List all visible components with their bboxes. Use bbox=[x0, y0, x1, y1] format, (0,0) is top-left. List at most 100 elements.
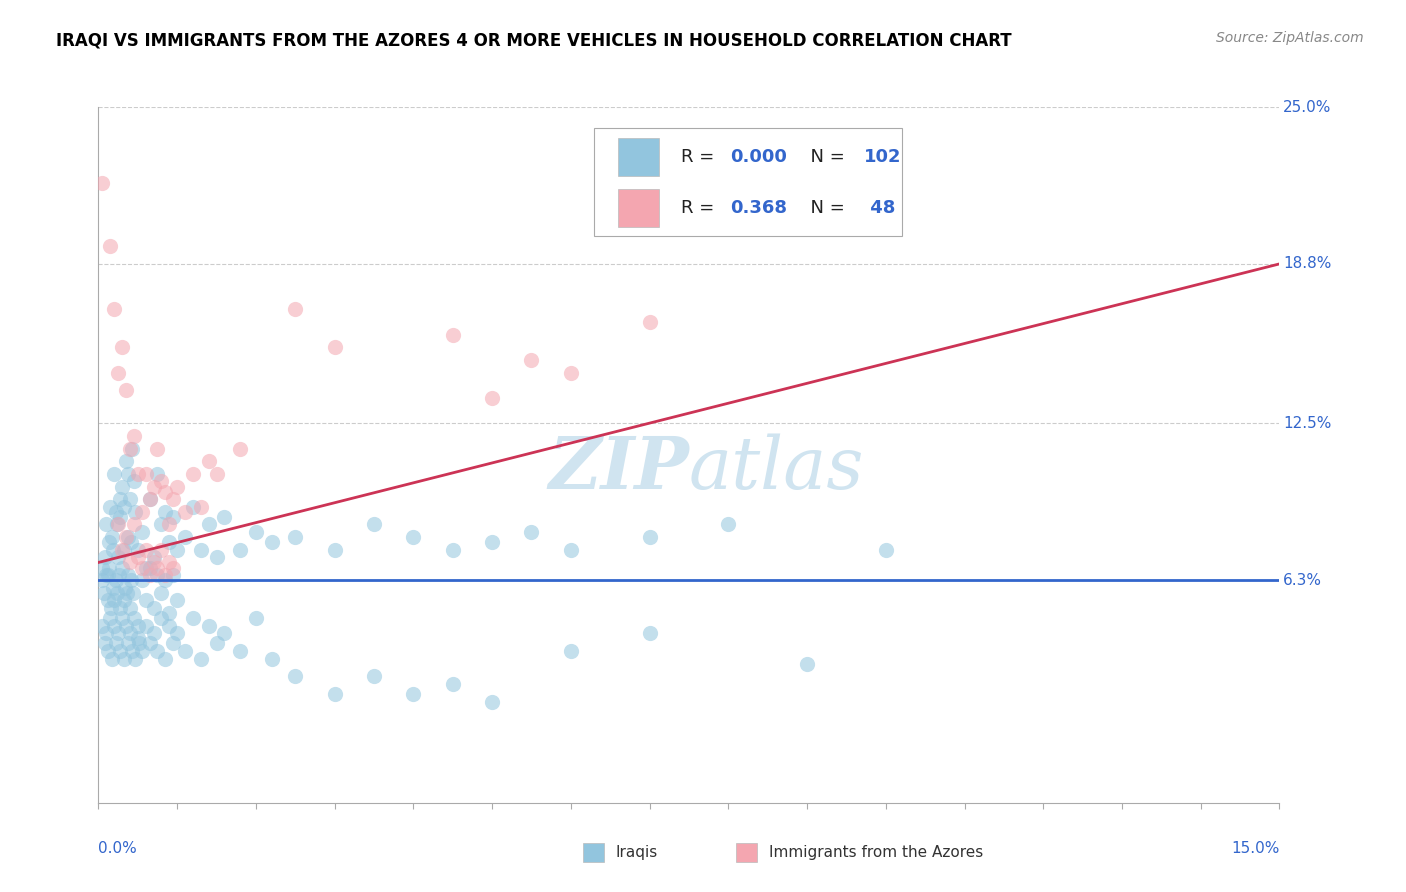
Point bbox=[441, 542, 464, 557]
Point bbox=[284, 302, 307, 317]
Point bbox=[142, 479, 165, 493]
Point bbox=[323, 687, 346, 701]
Point bbox=[150, 517, 173, 532]
Point bbox=[98, 239, 121, 253]
Point bbox=[115, 586, 138, 600]
Point bbox=[97, 593, 120, 607]
Point bbox=[181, 500, 204, 514]
Point bbox=[150, 542, 173, 557]
Point bbox=[104, 573, 127, 587]
Point bbox=[717, 517, 740, 532]
Point bbox=[111, 611, 134, 625]
Point bbox=[110, 509, 132, 524]
Point bbox=[93, 636, 115, 650]
Point bbox=[124, 505, 146, 519]
Point bbox=[520, 525, 543, 540]
Point bbox=[118, 556, 141, 570]
Point bbox=[107, 550, 129, 565]
Point bbox=[520, 353, 543, 368]
Point bbox=[181, 467, 204, 481]
Text: 0.0%: 0.0% bbox=[98, 841, 138, 856]
Point bbox=[481, 535, 503, 549]
Point bbox=[174, 530, 197, 544]
Text: 48: 48 bbox=[863, 199, 896, 217]
Point bbox=[875, 542, 897, 557]
Point bbox=[127, 632, 149, 646]
Point bbox=[245, 525, 267, 540]
Bar bbox=[619, 138, 659, 177]
Point bbox=[260, 651, 283, 665]
Point bbox=[197, 618, 219, 632]
Text: 0.000: 0.000 bbox=[730, 148, 787, 166]
Point bbox=[101, 651, 124, 665]
Point bbox=[122, 517, 145, 532]
Point bbox=[835, 176, 858, 190]
Point bbox=[796, 657, 818, 671]
Point bbox=[91, 560, 114, 574]
Point bbox=[138, 560, 160, 574]
Point bbox=[112, 593, 135, 607]
Point bbox=[190, 542, 212, 557]
Point bbox=[107, 366, 129, 380]
Point bbox=[174, 644, 197, 658]
Point bbox=[112, 542, 135, 557]
Bar bbox=[737, 843, 758, 862]
Text: 12.5%: 12.5% bbox=[1284, 416, 1331, 431]
Point bbox=[166, 479, 188, 493]
Point bbox=[229, 542, 252, 557]
Point bbox=[363, 669, 385, 683]
Point bbox=[127, 550, 149, 565]
Point bbox=[146, 644, 169, 658]
Point bbox=[91, 618, 114, 632]
Point bbox=[115, 454, 138, 468]
Text: 15.0%: 15.0% bbox=[1232, 841, 1279, 856]
Point bbox=[118, 601, 141, 615]
Point bbox=[101, 530, 124, 544]
Text: 18.8%: 18.8% bbox=[1284, 256, 1331, 271]
Point bbox=[97, 535, 120, 549]
Point bbox=[108, 644, 131, 658]
Text: N =: N = bbox=[799, 199, 851, 217]
Bar bbox=[619, 189, 659, 227]
Point bbox=[121, 535, 143, 549]
Point bbox=[98, 560, 121, 574]
Point bbox=[157, 517, 180, 532]
Point bbox=[131, 505, 153, 519]
Point bbox=[138, 492, 160, 507]
Point bbox=[112, 651, 135, 665]
Point bbox=[205, 467, 228, 481]
Point bbox=[96, 517, 118, 532]
Point bbox=[105, 517, 128, 532]
Point bbox=[112, 500, 135, 514]
Text: 25.0%: 25.0% bbox=[1284, 100, 1331, 114]
FancyBboxPatch shape bbox=[595, 128, 901, 235]
Point bbox=[205, 550, 228, 565]
Text: 6.3%: 6.3% bbox=[1284, 573, 1322, 588]
Point bbox=[117, 568, 139, 582]
Point bbox=[128, 636, 150, 650]
Point bbox=[363, 517, 385, 532]
Point bbox=[162, 509, 184, 524]
Point bbox=[103, 593, 125, 607]
Point bbox=[197, 517, 219, 532]
Point bbox=[157, 606, 180, 620]
Point bbox=[162, 492, 184, 507]
Text: 0.368: 0.368 bbox=[730, 199, 787, 217]
Point bbox=[114, 581, 136, 595]
Point bbox=[135, 467, 157, 481]
Point bbox=[127, 618, 149, 632]
Point bbox=[181, 611, 204, 625]
Point bbox=[103, 467, 125, 481]
Point bbox=[155, 484, 177, 499]
Point bbox=[131, 573, 153, 587]
Text: N =: N = bbox=[799, 148, 851, 166]
Point bbox=[166, 626, 188, 640]
Point bbox=[166, 542, 188, 557]
Point bbox=[138, 636, 160, 650]
Point bbox=[441, 327, 464, 342]
Point bbox=[105, 586, 128, 600]
Point bbox=[108, 568, 131, 582]
Point bbox=[284, 669, 307, 683]
Point bbox=[96, 568, 118, 582]
Point bbox=[104, 636, 127, 650]
